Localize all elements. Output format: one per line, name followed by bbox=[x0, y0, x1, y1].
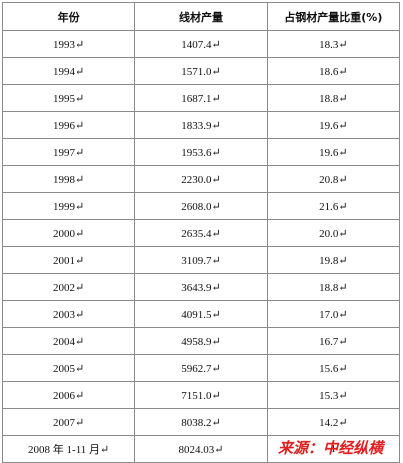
table-cell: 21.6↵ bbox=[266, 192, 401, 220]
table-cell: 2002↵ bbox=[1, 273, 136, 301]
table-row: 2004↵ 4958.9↵ 16.7↵ bbox=[1, 327, 401, 355]
table-cell: 1998↵ bbox=[1, 165, 136, 193]
table-row: 2002↵ 3643.9↵ 18.8↵ bbox=[1, 273, 401, 301]
table-cell: 1995↵ bbox=[1, 84, 136, 112]
table-cell: 1996↵ bbox=[1, 111, 136, 139]
table-cell: 14.2↵ bbox=[266, 408, 401, 436]
table-cell: 19.8↵ bbox=[266, 246, 401, 274]
table-cell: 18.3↵ bbox=[266, 30, 401, 58]
table-row: 2006↵ 7151.0↵ 15.3↵ bbox=[1, 381, 401, 409]
table-cell: 1571.0↵ bbox=[134, 57, 268, 85]
table-cell: 7151.0↵ bbox=[134, 381, 268, 409]
table-cell: 16.7↵ bbox=[266, 327, 401, 355]
table-cell: 20.0↵ bbox=[266, 219, 401, 247]
table-cell: 2000↵ bbox=[1, 219, 136, 247]
table-cell: 4958.9↵ bbox=[134, 327, 268, 355]
table-cell: 2004↵ bbox=[1, 327, 136, 355]
table-cell: 1994↵ bbox=[1, 57, 136, 85]
table-row: 2008 年 1-11 月↵ 8024.03↵ 1 bbox=[1, 435, 401, 463]
header-cell: 线材产量 bbox=[134, 2, 268, 31]
table-row: 2001↵ 3109.7↵ 19.8↵ bbox=[1, 246, 401, 274]
header-cell: 占钢材产量比重(%) bbox=[266, 2, 401, 31]
table-row: 1996↵ 1833.9↵ 19.6↵ bbox=[1, 111, 401, 139]
table-row: 2005↵ 5962.7↵ 15.6↵ bbox=[1, 354, 401, 382]
header-cell: 年份 bbox=[1, 2, 136, 31]
table-cell: 2001↵ bbox=[1, 246, 136, 274]
table-cell: 2608.0↵ bbox=[134, 192, 268, 220]
table-cell: 5962.7↵ bbox=[134, 354, 268, 382]
table-cell: 8024.03↵ bbox=[134, 435, 268, 463]
table-cell: 3109.7↵ bbox=[134, 246, 268, 274]
table-cell: 1687.1↵ bbox=[134, 84, 268, 112]
table-cell: 18.6↵ bbox=[266, 57, 401, 85]
table-row: 2003↵ 4091.5↵ 17.0↵ bbox=[1, 300, 401, 328]
table-cell: 3643.9↵ bbox=[134, 273, 268, 301]
table-cell: 1407.4↵ bbox=[134, 30, 268, 58]
table-cell: 19.6↵ bbox=[266, 111, 401, 139]
table-cell: 20.8↵ bbox=[266, 165, 401, 193]
table-cell: 1953.6↵ bbox=[134, 138, 268, 166]
table-cell: 1993↵ bbox=[1, 30, 136, 58]
table-row: 1995↵ 1687.1↵ 18.8↵ bbox=[1, 84, 401, 112]
table-row: 1997↵ 1953.6↵ 19.6↵ bbox=[1, 138, 401, 166]
table-cell: 2007↵ bbox=[1, 408, 136, 436]
table-cell: 1833.9↵ bbox=[134, 111, 268, 139]
table-row: 1994↵ 1571.0↵ 18.6↵ bbox=[1, 57, 401, 85]
table-cell: 17.0↵ bbox=[266, 300, 401, 328]
table-cell: 2006↵ bbox=[1, 381, 136, 409]
table-cell: 15.6↵ bbox=[266, 354, 401, 382]
table-cell: 18.8↵ bbox=[266, 84, 401, 112]
table-row: 1999↵ 2608.0↵ 21.6↵ bbox=[1, 192, 401, 220]
table-cell: 2008 年 1-11 月↵ bbox=[1, 435, 136, 463]
table-row: 1993↵ 1407.4↵ 18.3↵ bbox=[1, 30, 401, 58]
table-row: 2000↵ 2635.4↵ 20.0↵ bbox=[1, 219, 401, 247]
table-cell: 2230.0↵ bbox=[134, 165, 268, 193]
table-cell: 2005↵ bbox=[1, 354, 136, 382]
table-cell: 19.6↵ bbox=[266, 138, 401, 166]
table-cell: 8038.2↵ bbox=[134, 408, 268, 436]
table-cell: 15.3↵ bbox=[266, 381, 401, 409]
table-cell: 4091.5↵ bbox=[134, 300, 268, 328]
table-cell: 2635.4↵ bbox=[134, 219, 268, 247]
table-row: 1998↵ 2230.0↵ 20.8↵ bbox=[1, 165, 401, 193]
table-cell: 1999↵ bbox=[1, 192, 136, 220]
table-cell: 1997↵ bbox=[1, 138, 136, 166]
table-row: 2007↵ 8038.2↵ 14.2↵ bbox=[1, 408, 401, 436]
table-body: 1993↵ 1407.4↵ 18.3↵ 1994↵ 1571.0↵ 18.6↵ 1995↵ 1… bbox=[1, 30, 401, 463]
table-cell: 18.8↵ bbox=[266, 273, 401, 301]
table-cell: 2003↵ bbox=[1, 300, 136, 328]
watermark: 来源：中经纵横 bbox=[278, 439, 384, 457]
header-row: 年份 线材产量 占钢材产量比重(%) bbox=[1, 2, 401, 31]
